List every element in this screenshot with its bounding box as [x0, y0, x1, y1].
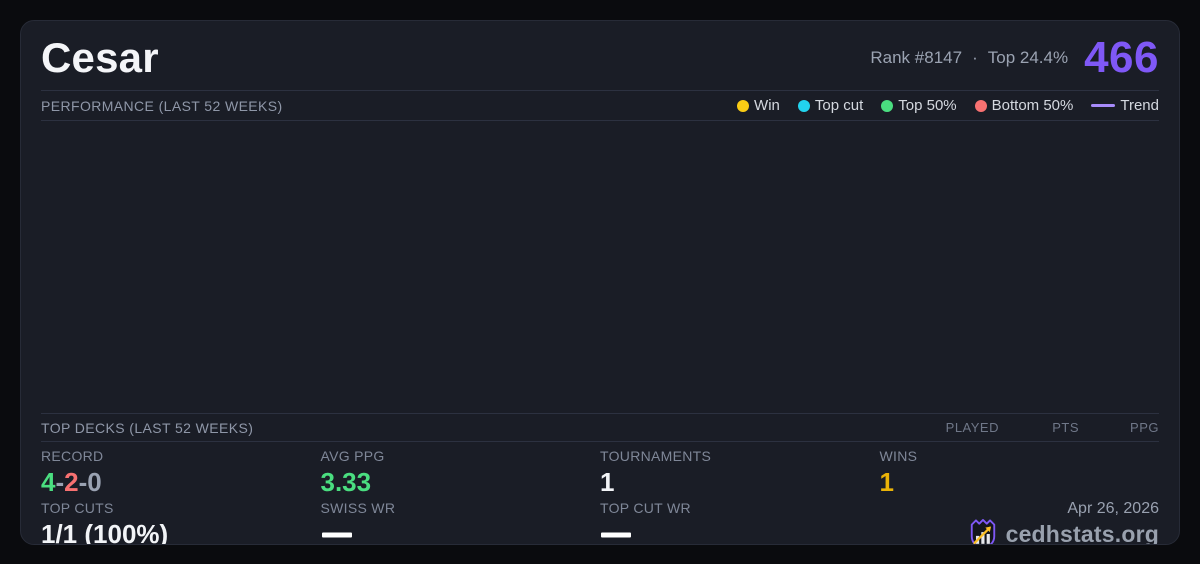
stat-top-cuts: TOP CUTS 1/1 (100%) — [41, 500, 321, 545]
stat-top-cut-wr: TOP CUT WR — — [600, 500, 880, 544]
shield-bar-chart-arrow-icon — [970, 519, 995, 544]
brand-text: cedhstats.org — [1005, 520, 1159, 545]
win-dot-icon — [737, 99, 750, 112]
performance-section-label: PERFORMANCE (LAST 52 WEEKS) — [41, 97, 283, 114]
stat-top-cuts-value: 1/1 (100%) — [41, 519, 169, 545]
legend-label-win: Win — [754, 97, 780, 114]
stat-wins: WINS 1 — [880, 448, 1160, 500]
legend-label-trend: Trend — [1120, 97, 1159, 114]
record-wins: 4 — [41, 467, 56, 497]
top-decks-section-label: TOP DECKS (LAST 52 WEEKS) — [41, 419, 254, 436]
legend-item-win: Win — [737, 97, 780, 114]
stat-swiss-wr: SWISS WR — — [320, 500, 601, 544]
card-header: Cesar Rank #8147 · Top 24.4% 466 — [41, 21, 1159, 91]
stat-top-cut-wr-label: TOP CUT WR — [600, 500, 691, 516]
stat-record-value: 4-2-0 — [41, 467, 321, 497]
chart-legend: Win Top cut Top 50% Bottom 50% Trend — [737, 97, 1159, 114]
generated-date: Apr 26, 2026 — [1067, 500, 1159, 517]
stat-avg-ppg-label: AVG PPG — [320, 448, 385, 464]
player-name-title: Cesar — [41, 33, 159, 81]
rank-text: Rank #8147 — [870, 47, 963, 67]
footer-cell: Apr 26, 2026 cedhstats.org — [880, 500, 1159, 545]
stats-grid: RECORD 4-2-0 AVG PPG 3.33 TOURNAMENTS 1 … — [41, 442, 1160, 545]
top-decks-column-headers: PLAYED PTS PPG — [919, 420, 1159, 435]
legend-label-bottom-50: Bottom 50% — [991, 97, 1074, 114]
record-losses: 2 — [64, 467, 79, 497]
brand-link[interactable]: cedhstats.org — [968, 518, 1159, 545]
stat-swiss-wr-value: — — [321, 521, 353, 544]
legend-label-top-50: Top 50% — [898, 97, 957, 114]
column-header-ppg: PPG — [1130, 420, 1159, 435]
column-header-played: PLAYED — [945, 420, 999, 435]
record-sep-2: - — [78, 467, 88, 497]
legend-item-trend: Trend — [1091, 97, 1159, 114]
legend-label-top-cut: Top cut — [814, 97, 864, 114]
record-sep-1: - — [55, 467, 65, 497]
stat-tournaments-label: TOURNAMENTS — [600, 448, 712, 464]
stat-top-cuts-label: TOP CUTS — [41, 500, 114, 516]
rank-summary: Rank #8147 · Top 24.4% — [870, 48, 1068, 68]
column-header-pts: PTS — [1052, 420, 1079, 435]
record-draws: 0 — [87, 467, 102, 497]
separator-dot: · — [972, 47, 978, 67]
stat-wins-value: 1 — [879, 467, 894, 497]
trend-line-icon — [1091, 104, 1116, 107]
performance-section-header: PERFORMANCE (LAST 52 WEEKS) Win Top cut … — [41, 91, 1159, 121]
player-score: 466 — [1084, 32, 1159, 82]
top-percent-text: Top 24.4% — [987, 47, 1069, 67]
stat-avg-ppg: AVG PPG 3.33 — [321, 448, 601, 500]
stat-tournaments: TOURNAMENTS 1 — [600, 448, 880, 500]
performance-chart-area — [41, 121, 1159, 413]
stat-swiss-wr-label: SWISS WR — [320, 500, 396, 516]
stat-record: RECORD 4-2-0 — [41, 448, 321, 500]
top-decks-section-header: TOP DECKS (LAST 52 WEEKS) PLAYED PTS PPG — [41, 413, 1159, 442]
stat-avg-ppg-value: 3.33 — [320, 467, 372, 497]
header-right: Rank #8147 · Top 24.4% 466 — [870, 33, 1159, 83]
bottom-50-dot-icon — [974, 99, 987, 112]
stat-wins-label: WINS — [879, 448, 918, 464]
legend-item-top-50: Top 50% — [881, 97, 957, 114]
stat-tournaments-value: 1 — [600, 467, 615, 497]
top-50-dot-icon — [881, 99, 894, 112]
legend-item-bottom-50: Bottom 50% — [974, 97, 1074, 114]
player-stats-card: Cesar Rank #8147 · Top 24.4% 466 PERFORM… — [20, 20, 1180, 545]
stat-top-cut-wr-value: — — [600, 521, 632, 544]
stat-record-label: RECORD — [41, 448, 104, 464]
legend-item-top-cut: Top cut — [797, 97, 864, 114]
top-cut-dot-icon — [797, 99, 810, 112]
